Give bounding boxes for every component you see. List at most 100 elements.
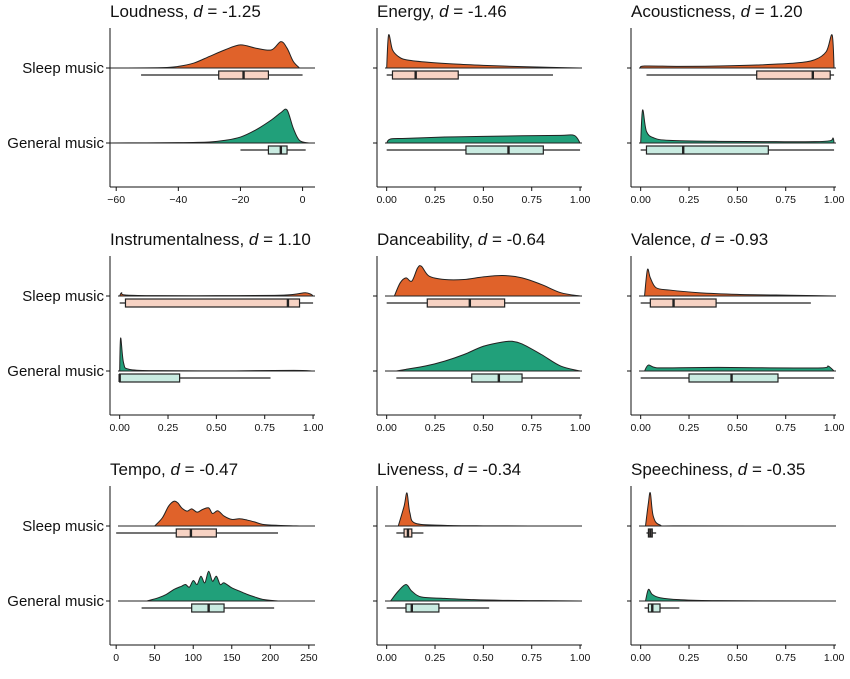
general-box — [465, 145, 544, 155]
x-tick-label: 0.00 — [630, 652, 651, 664]
general-box — [688, 373, 779, 383]
panel-title-name: Valence, — [631, 230, 701, 249]
x-tick-label: 0.50 — [727, 422, 748, 434]
effect-size-symbol: d — [454, 460, 464, 479]
general-density — [644, 588, 827, 602]
panel-title-name: Energy, — [377, 2, 439, 21]
effect-size-value: = -1.46 — [449, 2, 507, 21]
panel-liveness: Liveness, d = -0.34 0.00 0.25 0.50 0.75 1.00 — [373, 460, 590, 664]
x-tick-label: 0 — [113, 652, 119, 664]
panel-loudness: Loudness, d = -1.25 −60 −40 −20 0 — [106, 2, 315, 206]
x-tick-label: 250 — [300, 652, 318, 664]
effect-size-value: = -0.64 — [487, 230, 545, 249]
sleep-density — [639, 34, 835, 69]
sleep-density — [109, 41, 301, 69]
panel-title-name: Acousticness, — [631, 2, 741, 21]
x-tick-label: 100 — [184, 652, 202, 664]
sleep-box — [175, 528, 217, 538]
general-density — [146, 570, 279, 602]
x-tick-label: 0.75 — [775, 422, 796, 434]
x-tick-label: 0.75 — [521, 652, 542, 664]
x-tick-label: 1.00 — [824, 652, 845, 664]
x-tick-label: 0.00 — [630, 422, 651, 434]
panel-valence: Valence, d = -0.93 0.00 0.25 0.50 0.75 1.00 — [627, 230, 844, 434]
x-tick-label: 50 — [149, 652, 161, 664]
x-tick-label: 150 — [223, 652, 241, 664]
effect-size-symbol: d — [741, 2, 751, 21]
sleep-density — [397, 492, 581, 527]
panel-title: Loudness, d = -1.25 — [110, 2, 261, 21]
panel-speechiness: Speechiness, d = -0.35 0.00 0.25 0.50 0.75 1.… — [627, 460, 844, 664]
sleep-box — [391, 70, 459, 80]
panel-title-name: Speechiness, — [631, 460, 738, 479]
effect-size-value: = 1.10 — [258, 230, 310, 249]
x-tick-label: 0.00 — [630, 194, 651, 206]
x-tick-label: 0.25 — [679, 422, 700, 434]
row-label-general-music: General music — [7, 593, 104, 610]
effect-size-value: = -1.25 — [203, 2, 261, 21]
effect-size-symbol: d — [249, 230, 259, 249]
panel-danceability: Danceability, d = -0.64 0.00 0.25 0.50 0.75 1… — [373, 230, 590, 434]
row-label-sleep-music: Sleep music — [22, 60, 104, 77]
general-box — [267, 145, 288, 155]
x-tick-label: 0.50 — [206, 422, 227, 434]
x-tick-label: 0.75 — [254, 422, 275, 434]
sleep-density — [153, 500, 302, 527]
x-tick-label: −60 — [107, 194, 125, 206]
sleep-density — [393, 265, 581, 297]
x-tick-label: 0.50 — [473, 194, 494, 206]
panel-title: Liveness, d = -0.34 — [377, 460, 521, 479]
x-tick-label: 0.00 — [376, 652, 397, 664]
panel-title: Speechiness, d = -0.35 — [631, 460, 805, 479]
x-tick-label: 1.00 — [570, 194, 591, 206]
panel-title-name: Loudness, — [110, 2, 193, 21]
x-tick-label: 0.25 — [158, 422, 179, 434]
general-box — [647, 603, 661, 613]
x-tick-label: 0.75 — [521, 422, 542, 434]
sleep-box — [756, 70, 831, 80]
general-density — [119, 337, 314, 372]
sleep-box — [124, 298, 301, 308]
general-density — [389, 583, 581, 602]
x-tick-label: 0 — [300, 194, 306, 206]
general-density — [385, 134, 582, 144]
panel-energy: Energy, d = -1.46 0.00 0.25 0.50 0.75 1.00 — [373, 2, 590, 206]
effect-size-symbol: d — [701, 230, 711, 249]
x-tick-label: 1.00 — [303, 422, 324, 434]
effect-size-value: = -0.35 — [747, 460, 805, 479]
effect-size-symbol: d — [193, 2, 203, 21]
general-box — [405, 603, 440, 613]
x-tick-label: 0.75 — [521, 194, 542, 206]
row-label-general-music: General music — [7, 135, 104, 152]
row-label-sleep-music: Sleep music — [22, 518, 104, 535]
panel-title-name: Instrumentalness, — [110, 230, 249, 249]
x-tick-label: −20 — [232, 194, 250, 206]
panel-title: Danceability, d = -0.64 — [377, 230, 545, 249]
general-box — [645, 145, 769, 155]
panel-instrumentalness: Instrumentalness, d = 1.10 0.00 0.25 0.50 0.… — [106, 230, 323, 434]
effect-size-value: = 1.20 — [750, 2, 802, 21]
sleep-density — [644, 492, 827, 527]
effect-size-symbol: d — [170, 460, 180, 479]
x-tick-label: 0.75 — [775, 652, 796, 664]
x-tick-label: 0.25 — [425, 422, 446, 434]
sleep-density — [118, 292, 315, 297]
panel-title-name: Liveness, — [377, 460, 454, 479]
row-label-general-music: General music — [7, 363, 104, 380]
panel-title: Valence, d = -0.93 — [631, 230, 768, 249]
panel-tempo: Tempo, d = -0.47 0 50 100 150 200 250 — [106, 460, 318, 664]
general-box — [119, 373, 181, 383]
x-tick-label: 0.00 — [109, 422, 130, 434]
panel-title: Instrumentalness, d = 1.10 — [110, 230, 311, 249]
panel-title: Tempo, d = -0.47 — [110, 460, 238, 479]
panel-title: Acousticness, d = 1.20 — [631, 2, 803, 21]
sleep-box — [426, 298, 506, 308]
x-tick-label: 1.00 — [824, 194, 845, 206]
effect-size-value: = -0.93 — [710, 230, 768, 249]
general-box — [471, 373, 523, 383]
effect-size-symbol: d — [478, 230, 488, 249]
x-tick-label: 0.50 — [727, 194, 748, 206]
x-tick-label: 0.50 — [473, 652, 494, 664]
x-tick-label: 1.00 — [570, 422, 591, 434]
